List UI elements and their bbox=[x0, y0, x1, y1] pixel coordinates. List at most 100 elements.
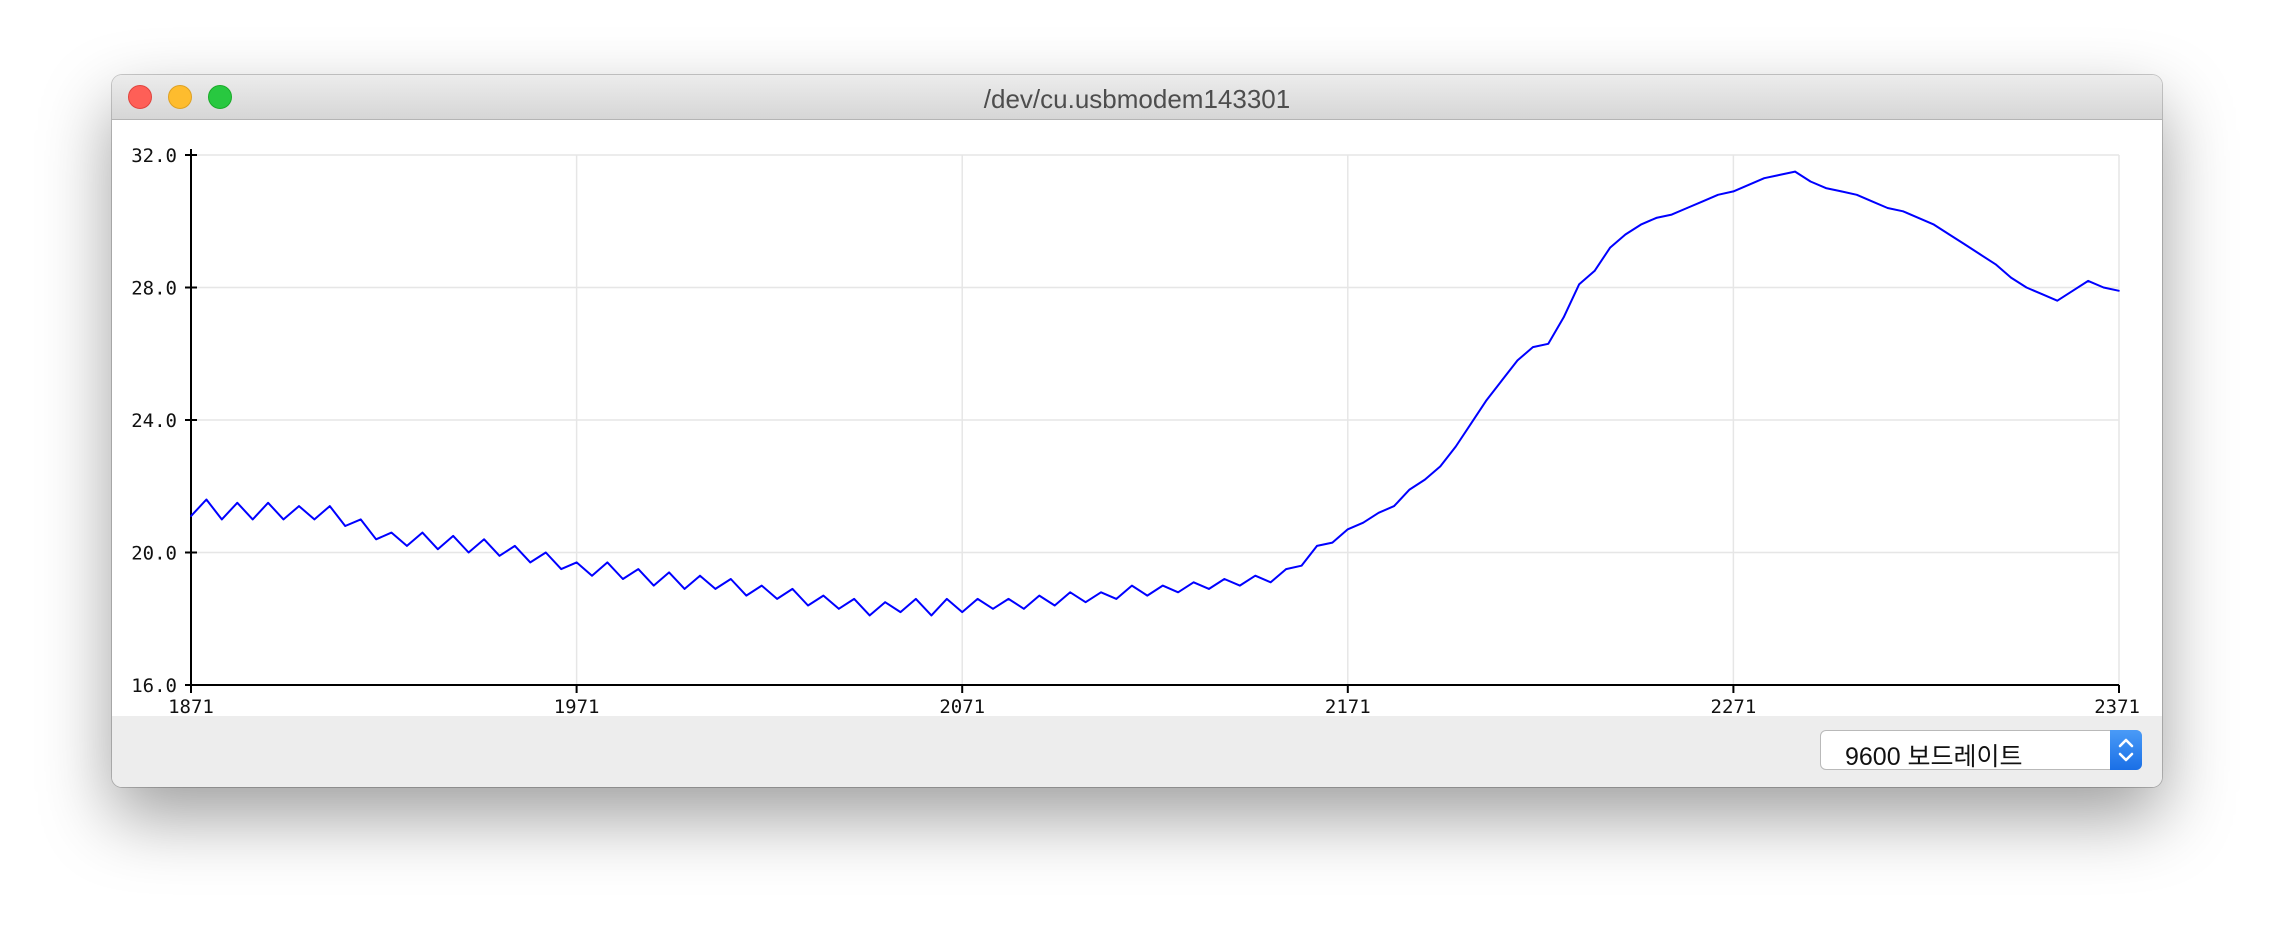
data-point bbox=[1300, 564, 1303, 567]
y-tick-label: 20.0 bbox=[131, 543, 177, 565]
data-point bbox=[298, 505, 300, 507]
data-point bbox=[637, 568, 640, 570]
x-tick-label: 1971 bbox=[554, 696, 600, 718]
data-point bbox=[251, 518, 254, 521]
updown-chevron-icon[interactable] bbox=[2110, 730, 2142, 770]
data-point bbox=[945, 598, 948, 600]
x-tick-label: 2271 bbox=[1711, 696, 1757, 718]
data-point bbox=[1794, 170, 1796, 173]
y-tick-label: 32.0 bbox=[131, 145, 177, 167]
data-point bbox=[2056, 299, 2059, 302]
data-point bbox=[838, 608, 840, 610]
data-point bbox=[267, 502, 269, 504]
data-point bbox=[375, 538, 377, 541]
zoom-light-icon[interactable] bbox=[208, 85, 232, 109]
data-point bbox=[760, 584, 763, 587]
data-point bbox=[421, 531, 424, 534]
data-point bbox=[1948, 233, 1951, 236]
baud-rate-select[interactable]: 9600 보드레이트 bbox=[1820, 730, 2142, 771]
data-point bbox=[544, 551, 547, 554]
data-point bbox=[1640, 223, 1642, 226]
data-point bbox=[1285, 568, 1287, 570]
data-point bbox=[329, 505, 331, 507]
data-point bbox=[1886, 207, 1889, 209]
data-point bbox=[1439, 465, 1442, 468]
data-point bbox=[1038, 594, 1041, 597]
data-point bbox=[591, 574, 593, 577]
data-point bbox=[1902, 210, 1904, 213]
data-point bbox=[915, 598, 917, 600]
data-point bbox=[1239, 584, 1241, 587]
data-point bbox=[282, 518, 285, 521]
serial-plotter-window: /dev/cu.usbmodem143301 32.0 28.0 24.0 20.0 1… bbox=[112, 75, 2162, 787]
data-point bbox=[1192, 581, 1195, 584]
data-point bbox=[1408, 488, 1411, 491]
data-point bbox=[1470, 422, 1472, 425]
y-tick-label: 28.0 bbox=[131, 278, 177, 300]
data-point bbox=[1809, 180, 1812, 183]
data-point bbox=[1994, 263, 1997, 266]
data-point bbox=[1609, 246, 1611, 249]
data-point bbox=[2041, 293, 2043, 295]
data-point bbox=[236, 502, 239, 504]
data-point bbox=[1825, 187, 1827, 189]
data-point bbox=[1933, 223, 1935, 226]
data-point bbox=[884, 601, 886, 603]
data-point bbox=[390, 531, 393, 534]
data-point bbox=[1763, 177, 1766, 179]
x-tick-label: 2371 bbox=[2094, 696, 2140, 718]
data-point bbox=[930, 614, 933, 617]
data-point bbox=[1778, 174, 1781, 176]
data-point bbox=[1624, 233, 1627, 236]
x-tick-label: 1871 bbox=[168, 696, 214, 718]
data-point bbox=[1593, 270, 1596, 272]
close-light-icon[interactable] bbox=[128, 85, 152, 109]
minimize-light-icon[interactable] bbox=[168, 85, 192, 109]
data-point bbox=[1454, 445, 1457, 448]
data-point bbox=[1161, 584, 1164, 587]
data-point bbox=[483, 538, 485, 541]
y-tick-label: 16.0 bbox=[131, 675, 177, 697]
data-point bbox=[1670, 213, 1673, 216]
data-point bbox=[344, 525, 347, 527]
data-point bbox=[2071, 290, 2074, 292]
data-point bbox=[683, 588, 686, 590]
baud-rate-value: 9600 보드레이트 bbox=[1845, 743, 2023, 771]
data-point bbox=[976, 598, 979, 600]
data-point bbox=[221, 518, 223, 521]
data-point bbox=[1146, 594, 1149, 597]
data-point bbox=[853, 598, 856, 600]
data-point bbox=[1871, 200, 1874, 203]
data-point bbox=[992, 608, 994, 610]
data-point bbox=[1547, 343, 1550, 345]
data-point bbox=[2025, 286, 2028, 289]
data-point bbox=[514, 545, 516, 547]
data-point bbox=[1115, 598, 1118, 600]
data-point bbox=[313, 518, 316, 521]
data-point bbox=[2102, 286, 2105, 289]
data-point bbox=[1377, 511, 1380, 514]
data-point bbox=[1362, 521, 1365, 524]
data-point bbox=[575, 561, 578, 564]
data-point bbox=[2118, 290, 2120, 292]
data-point bbox=[205, 498, 208, 501]
data-point bbox=[730, 578, 732, 580]
data-point bbox=[1562, 316, 1565, 319]
data-point bbox=[1732, 190, 1735, 193]
data-point bbox=[961, 611, 963, 613]
data-point bbox=[1516, 359, 1519, 362]
data-point bbox=[807, 604, 809, 607]
data-point bbox=[1331, 541, 1334, 544]
data-point bbox=[1254, 574, 1257, 577]
data-point bbox=[714, 588, 717, 590]
data-point bbox=[2010, 276, 2012, 279]
title-bar[interactable]: /dev/cu.usbmodem143301 bbox=[112, 75, 2162, 120]
data-point bbox=[1177, 591, 1179, 594]
data-point bbox=[560, 568, 562, 570]
data-point bbox=[1069, 591, 1071, 594]
data-point bbox=[1393, 505, 1395, 507]
data-point bbox=[622, 578, 624, 580]
data-point bbox=[1501, 379, 1503, 382]
data-point bbox=[1269, 581, 1272, 584]
